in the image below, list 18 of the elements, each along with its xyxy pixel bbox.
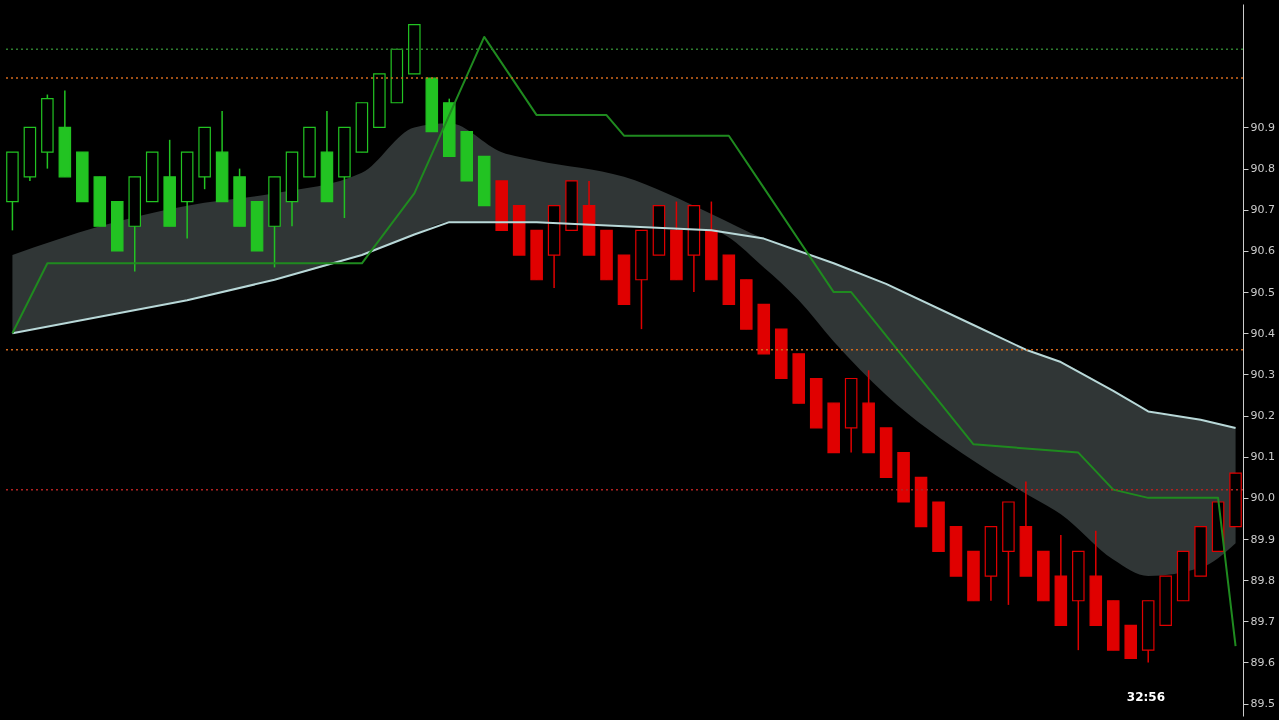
y-tick-label: 90.0 bbox=[1250, 491, 1275, 505]
y-tick-label: 90.9 bbox=[1250, 120, 1275, 134]
y-tick-label: 90.5 bbox=[1250, 285, 1275, 299]
y-tick-label: 90.8 bbox=[1250, 162, 1275, 176]
line-series bbox=[11, 221, 1237, 429]
y-tick-label: 90.4 bbox=[1250, 326, 1275, 340]
y-tick-label: 90.6 bbox=[1250, 244, 1275, 258]
y-tick-label: 90.1 bbox=[1250, 450, 1275, 464]
annotation: 32:56 bbox=[1126, 690, 1165, 704]
y-tick-label: 89.9 bbox=[1250, 532, 1275, 546]
y-tick-label: 89.6 bbox=[1250, 656, 1275, 669]
y-tick-label: 90.7 bbox=[1250, 203, 1275, 217]
y-tick-label: 90.2 bbox=[1250, 409, 1275, 423]
y-tick-label: 89.5 bbox=[1250, 697, 1275, 711]
y-tick-label: 89.7 bbox=[1250, 614, 1275, 628]
y-tick-label: 89.8 bbox=[1250, 573, 1275, 587]
y-tick-label: 90.3 bbox=[1250, 367, 1275, 381]
line-series bbox=[11, 35, 1237, 648]
